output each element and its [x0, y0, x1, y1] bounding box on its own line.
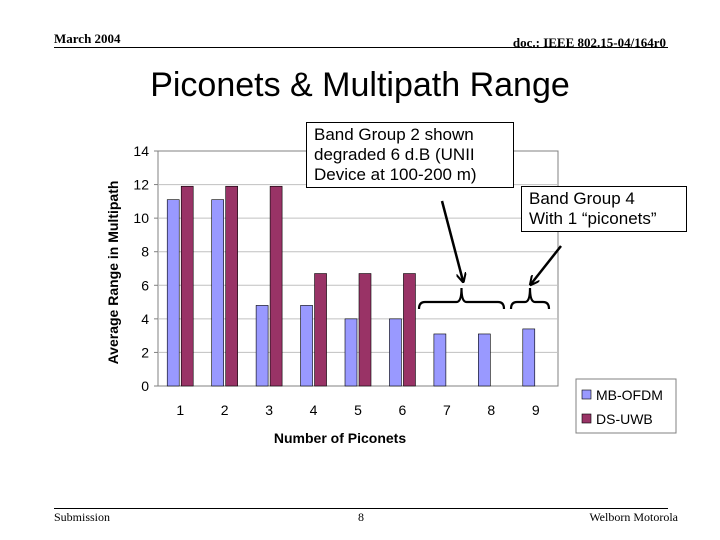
footer-divider: [54, 508, 668, 509]
bar-ds-uwb: [314, 273, 327, 387]
plot-area: [157, 150, 559, 387]
header-doc-id: doc.: IEEE 802.15-04/164r0: [512, 35, 666, 50]
bar-mb-ofdm: [211, 199, 224, 387]
footer-page-number: 8: [358, 510, 364, 524]
bar-mb-ofdm: [166, 199, 180, 387]
footer-submission: Submission: [54, 510, 111, 524]
bar-ds-uwb: [269, 185, 283, 387]
bar-mb-ofdm: [522, 328, 536, 387]
x-tick-label: 2: [221, 402, 229, 418]
callout-band-group-2-line-1: Band Group 2 shown: [314, 125, 474, 144]
legend-swatch-mb-ofdm: [581, 389, 592, 400]
legend-label-ds-uwb: DS-UWB: [596, 411, 653, 427]
callout-band-group-2: Band Group 2 shown degraded 6 d.B (UNII …: [306, 122, 514, 188]
y-tick-label: 12: [133, 177, 149, 193]
footer-author: Welborn Motorola: [589, 510, 678, 524]
arrow-band-group-2: [440, 200, 463, 281]
brace-band-group-4: [509, 287, 551, 310]
arrow-band-group-4: [531, 245, 562, 284]
x-axis-title: Number of Piconets: [274, 430, 406, 446]
legend-box: [575, 378, 677, 434]
x-tick-label: 5: [354, 402, 362, 418]
y-tick-label: 8: [141, 244, 149, 260]
bar-mb-ofdm: [478, 333, 491, 387]
bar-ds-uwb: [358, 273, 372, 387]
callout-band-group-4: Band Group 4 With 1 “piconets”: [521, 186, 687, 232]
y-tick-label: 4: [141, 311, 149, 327]
bar-ds-uwb: [403, 273, 416, 387]
callout-band-group-2-line-3: Device at 100-200 m): [314, 165, 477, 184]
y-tick-label: 6: [141, 277, 149, 293]
x-tick-label: 9: [532, 402, 540, 418]
x-tick-label: 4: [310, 402, 318, 418]
callout-band-group-4-line-2: With 1 “piconets”: [529, 209, 657, 228]
y-tick-label: 0: [141, 378, 149, 394]
x-tick-label: 1: [176, 402, 184, 418]
callout-band-group-2-line-2: degraded 6 d.B (UNII: [314, 145, 475, 164]
y-tick-label: 10: [133, 210, 149, 226]
bar-mb-ofdm: [433, 333, 447, 387]
y-tick-label: 14: [133, 143, 149, 159]
y-tick-label: 2: [141, 344, 149, 360]
callout-band-group-4-line-1: Band Group 4: [529, 189, 635, 208]
header-divider: [54, 47, 668, 48]
bar-mb-ofdm: [300, 305, 313, 387]
bar-mb-ofdm: [389, 318, 402, 387]
bar-mb-ofdm: [344, 318, 358, 387]
x-tick-label: 6: [399, 402, 407, 418]
y-axis-title: Average Range in Multipath: [105, 181, 121, 365]
x-tick-label: 7: [443, 402, 451, 418]
header-date: March 2004: [54, 31, 121, 46]
legend-label-mb-ofdm: MB-OFDM: [596, 387, 663, 403]
x-tick-label: 3: [265, 402, 273, 418]
legend-swatch-ds-uwb: [581, 413, 592, 424]
bar-ds-uwb: [180, 185, 194, 387]
slide-title: Piconets & Multipath Range: [150, 66, 570, 104]
brace-band-group-2: [417, 287, 506, 310]
bar-mb-ofdm: [255, 305, 269, 387]
x-tick-label: 8: [487, 402, 495, 418]
bar-ds-uwb: [225, 185, 238, 387]
